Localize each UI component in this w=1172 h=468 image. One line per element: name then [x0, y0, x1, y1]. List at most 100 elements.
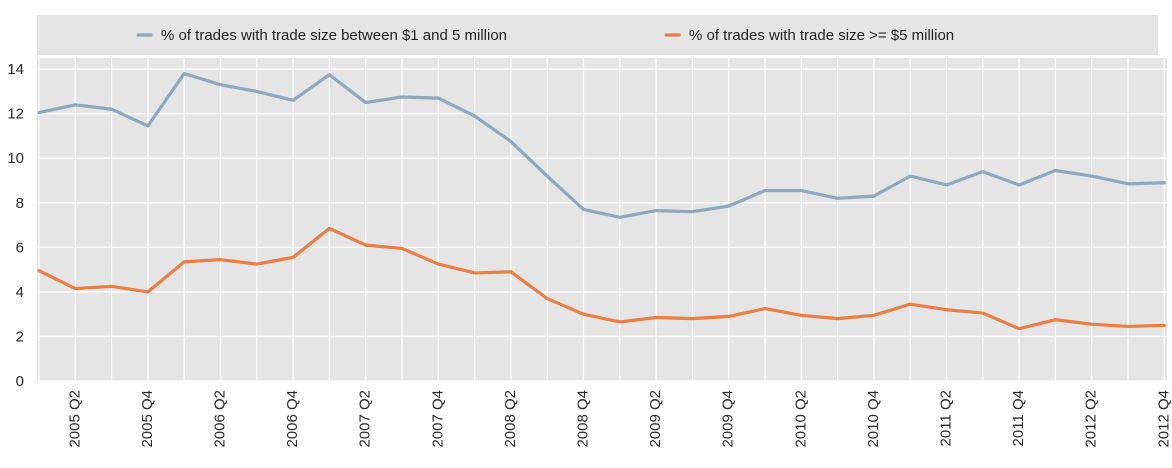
data-point: [655, 209, 658, 212]
data-point: [1018, 183, 1021, 186]
data-point: [437, 262, 440, 265]
x-tick-label: 2012 Q2: [1083, 390, 1100, 448]
data-point: [1163, 181, 1166, 184]
data-point: [219, 83, 222, 86]
x-tick-label: 2007 Q2: [357, 390, 374, 448]
data-point: [364, 244, 367, 247]
data-point: [292, 99, 295, 102]
data-point: [1054, 318, 1057, 321]
legend: % of trades with trade size between $1 a…: [37, 15, 1158, 55]
data-point: [437, 96, 440, 99]
y-tick-label: 4: [16, 284, 24, 301]
axis-layer: 0 2 4 6 8 10 12 14 2005 Q2 2005 Q4 2006 Q2 2006 Q4 2…: [7, 61, 1172, 447]
data-point: [763, 307, 766, 310]
legend-label-1: % of trades with trade size between $1 a…: [161, 27, 507, 44]
legend-label-2: % of trades with trade size >= $5 millio…: [689, 27, 954, 44]
data-point: [727, 315, 730, 318]
data-point: [110, 108, 113, 111]
data-point: [546, 297, 549, 300]
data-point: [146, 290, 149, 293]
data-point: [800, 314, 803, 317]
data-point: [219, 258, 222, 261]
data-point: [37, 111, 40, 114]
data-point: [1126, 182, 1129, 185]
data-point: [110, 285, 113, 288]
series-layer: [37, 71, 1166, 331]
legend-background: [37, 15, 1158, 55]
data-point: [727, 205, 730, 208]
data-point: [909, 303, 912, 306]
x-tick-label: 2010 Q2: [792, 390, 809, 448]
series-line-1: [37, 71, 1166, 219]
x-tick-label: 2012 Q4: [1155, 390, 1172, 448]
x-tick-label: 2008 Q2: [502, 390, 519, 448]
data-point: [400, 95, 403, 98]
data-point: [546, 174, 549, 177]
data-point: [872, 195, 875, 198]
data-point: [618, 320, 621, 323]
data-point: [183, 72, 186, 75]
data-point: [1163, 324, 1166, 327]
data-point: [582, 313, 585, 316]
data-point: [74, 103, 77, 106]
data-point: [981, 170, 984, 173]
data-point: [1018, 327, 1021, 330]
data-point: [1126, 325, 1129, 328]
data-point: [1054, 169, 1057, 172]
data-point: [945, 183, 948, 186]
data-point: [836, 197, 839, 200]
data-point: [763, 189, 766, 192]
y-tick-label: 2: [16, 328, 24, 345]
data-point: [292, 256, 295, 259]
data-point: [1090, 323, 1093, 326]
data-point: [691, 317, 694, 320]
data-point: [509, 270, 512, 273]
x-tick-label: 2011 Q4: [1010, 390, 1027, 446]
data-point: [183, 260, 186, 263]
data-point: [872, 314, 875, 317]
x-tick-label: 2006 Q2: [211, 390, 228, 448]
x-tick-label: 2011 Q2: [937, 390, 954, 446]
x-tick-label: 2007 Q4: [429, 390, 446, 448]
data-point: [473, 114, 476, 117]
y-tick-label: 14: [7, 61, 24, 78]
data-point: [981, 311, 984, 314]
data-point: [37, 269, 40, 272]
data-point: [328, 227, 331, 230]
data-point: [1090, 174, 1093, 177]
data-point: [364, 101, 367, 104]
data-point: [255, 90, 258, 93]
plot-background: [37, 58, 1167, 381]
plot-background-layer: [37, 58, 1167, 381]
data-point: [400, 247, 403, 250]
data-point: [800, 189, 803, 192]
series-line-2: [37, 226, 1166, 331]
data-point: [945, 308, 948, 311]
data-point: [255, 262, 258, 265]
data-point: [836, 317, 839, 320]
y-tick-label: 10: [7, 150, 24, 167]
x-tick-label: 2008 Q4: [574, 390, 591, 448]
data-point: [618, 216, 621, 219]
y-tick-label: 12: [7, 106, 24, 123]
x-tick-label: 2009 Q4: [720, 390, 737, 448]
x-tick-label: 2005 Q2: [66, 390, 83, 448]
y-tick-label: 6: [16, 239, 24, 256]
data-point: [74, 287, 77, 290]
x-tick-label: 2010 Q4: [865, 390, 882, 448]
data-point: [909, 174, 912, 177]
data-point: [509, 140, 512, 143]
x-tick-label: 2006 Q4: [284, 390, 301, 448]
data-point: [473, 271, 476, 274]
data-point: [328, 73, 331, 76]
data-point: [582, 208, 585, 211]
x-tick-label: 2005 Q4: [139, 390, 156, 448]
y-tick-label: 8: [16, 195, 24, 212]
data-point: [146, 124, 149, 127]
y-tick-label: 0: [16, 373, 24, 390]
x-tick-label: 2009 Q2: [647, 390, 664, 448]
data-point: [691, 210, 694, 213]
data-point: [655, 316, 658, 319]
